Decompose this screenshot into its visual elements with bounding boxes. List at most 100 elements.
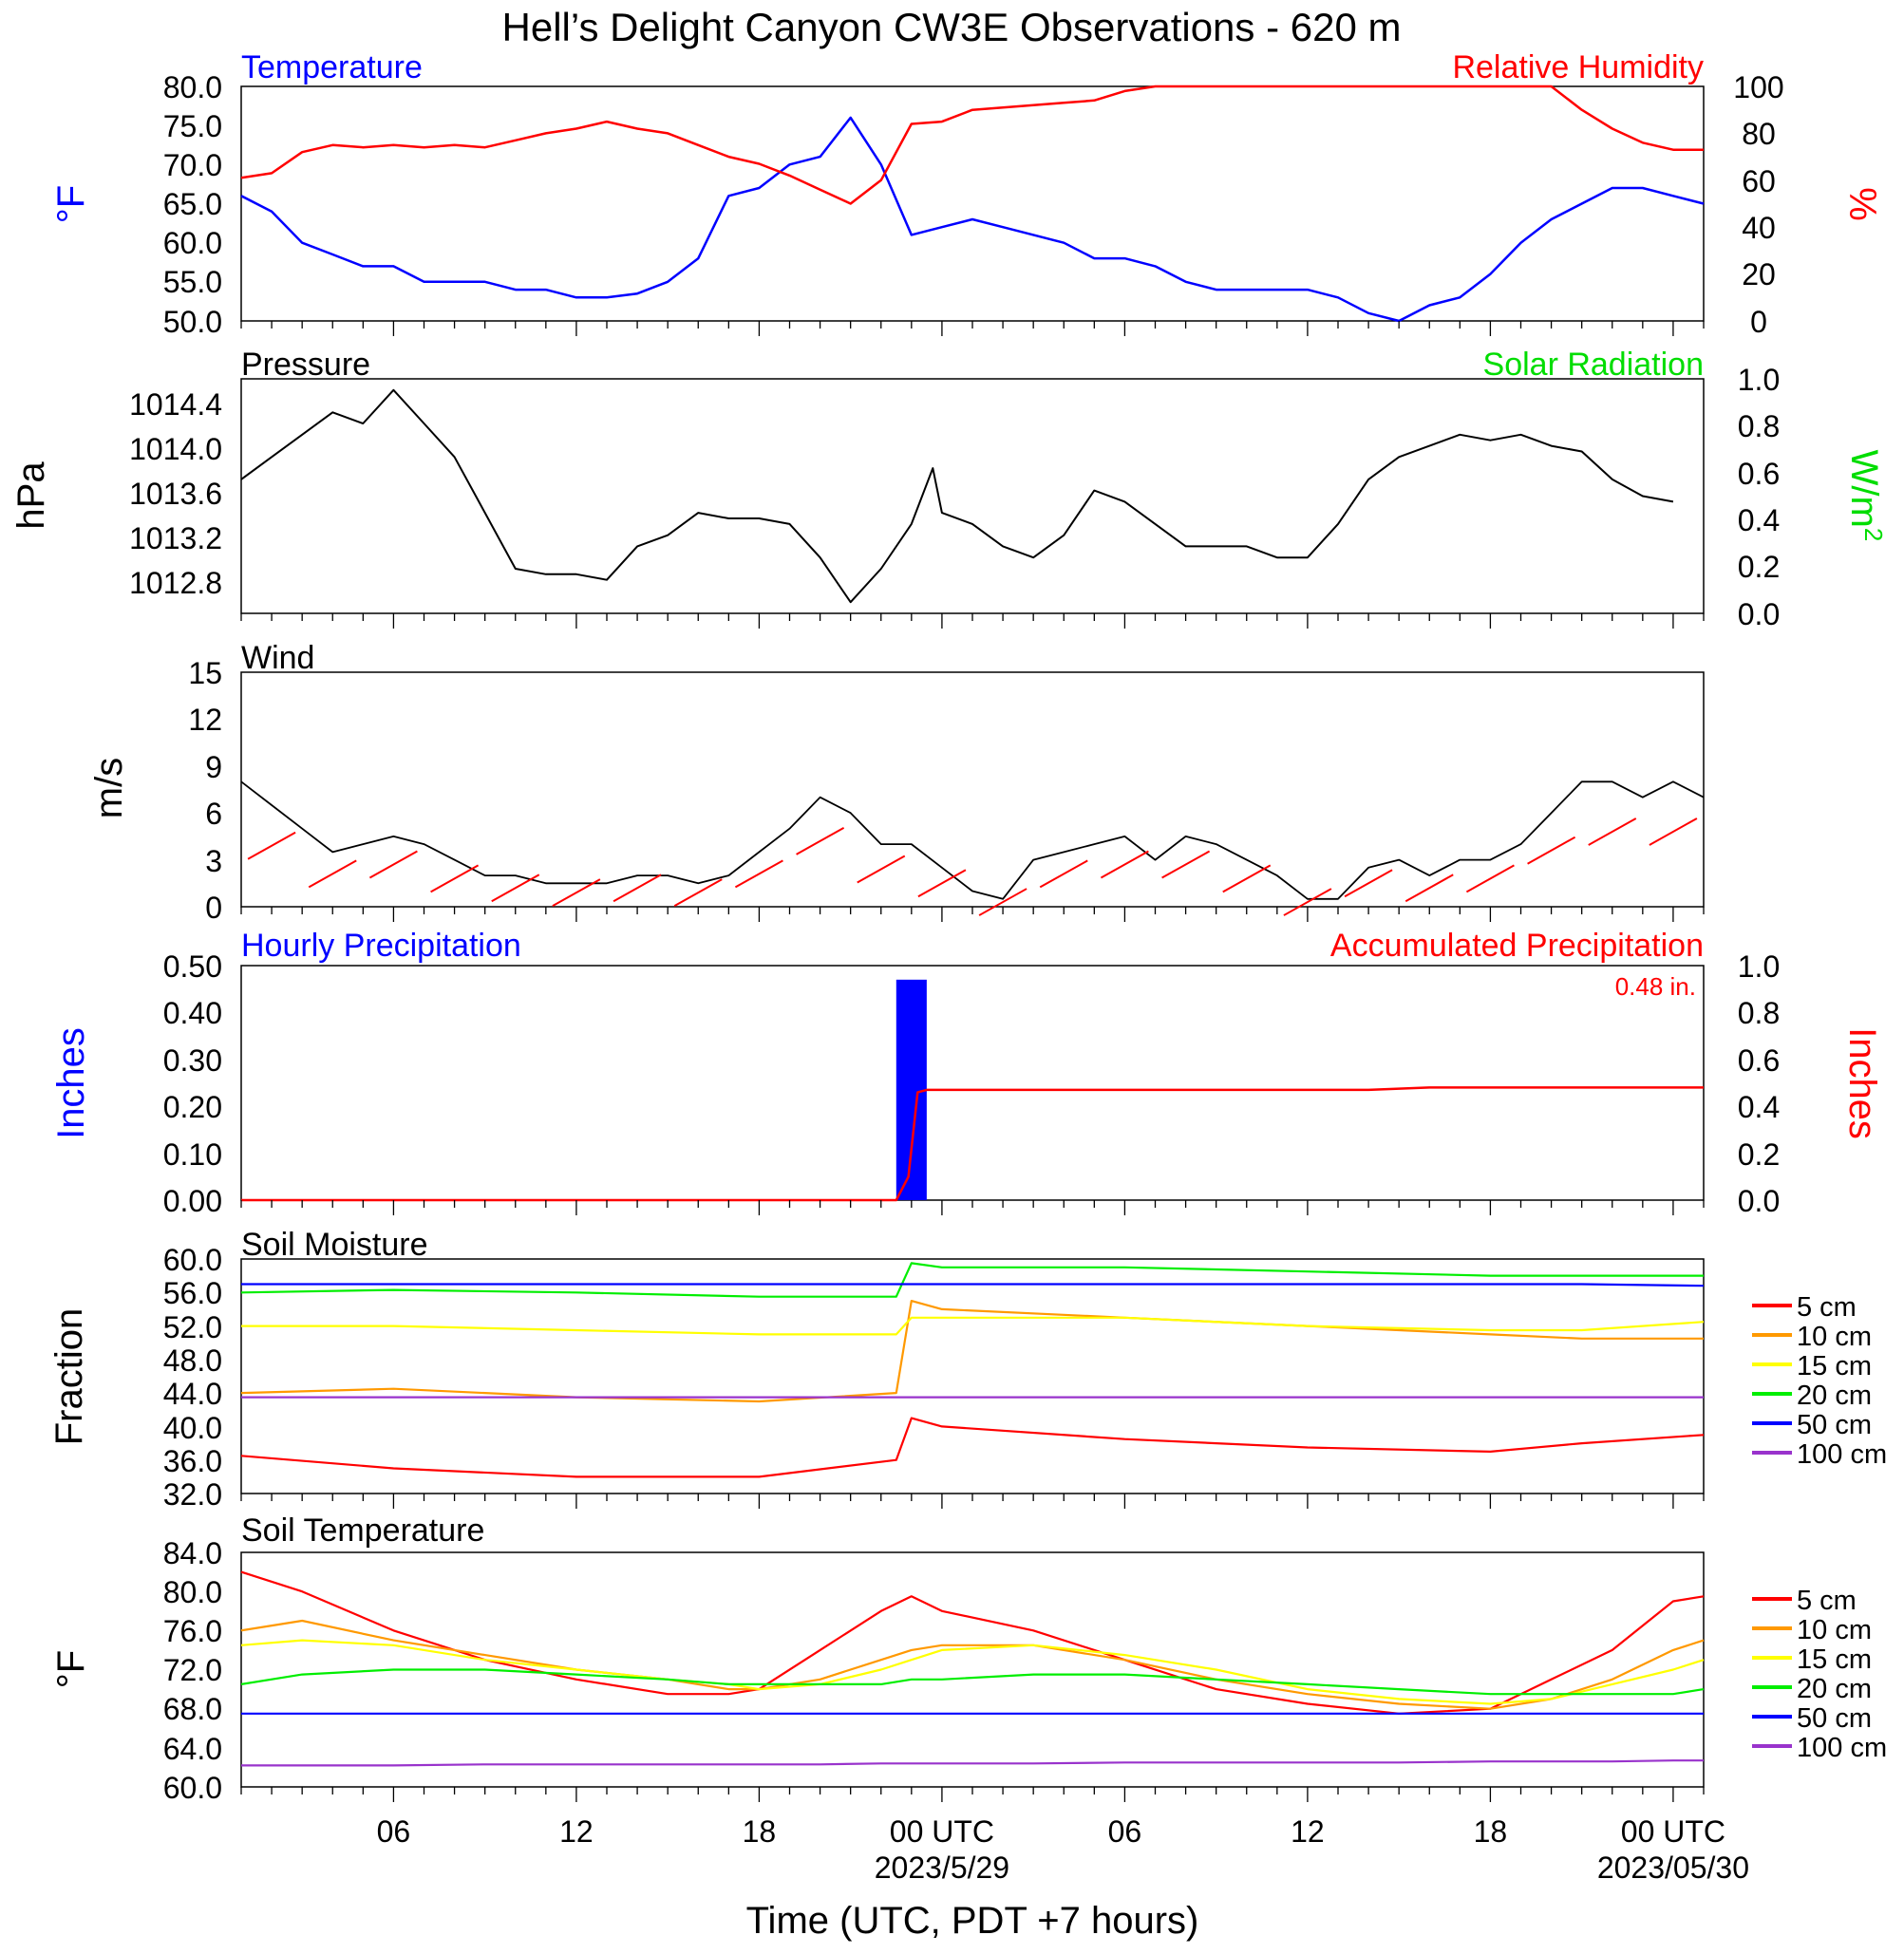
accum-tick-label: 0.0 [1738, 1184, 1780, 1218]
hourly-precip-bar [895, 979, 927, 1200]
wind-barb [1527, 836, 1576, 865]
accum-axis-title: Inches [1841, 1027, 1883, 1139]
temp-axis-title: °F [50, 185, 92, 223]
legend-label: 5 cm [1797, 1586, 1857, 1616]
soil-temp-tick-label: 68.0 [163, 1692, 222, 1726]
wind-barb [1283, 888, 1332, 916]
wind-barb [978, 888, 1027, 916]
wind-lines [240, 780, 1705, 916]
soil-moisture-legend: 5 cm 10 cm 15 cm 20 cm 50 cm 100 cm [1752, 1292, 1887, 1470]
solar-tick-label: 0.2 [1738, 550, 1780, 584]
wind-tick-label: 12 [188, 703, 222, 737]
wind-barb [796, 826, 845, 855]
wind-barb [1588, 817, 1637, 846]
soil-moisture-tick-label: 44.0 [163, 1377, 222, 1411]
solar-tick-label: 0.0 [1738, 597, 1780, 631]
wind-barb [1344, 869, 1393, 898]
wind-tick-label: 9 [205, 750, 222, 784]
soil-temp-100cm-line [241, 1759, 1704, 1767]
x-tick-label: 12 [559, 1814, 594, 1849]
legend-label: 15 cm [1797, 1644, 1872, 1675]
x-date-label: 2023/05/30 [1597, 1851, 1749, 1885]
solar-tick-label: 0.4 [1738, 503, 1780, 537]
wind-frame [240, 671, 1705, 908]
rh-tick-label: 0 [1750, 305, 1767, 339]
precip-total: 0.48 in. [1615, 972, 1696, 1001]
x-axis-title: Time (UTC, PDT +7 hours) [746, 1900, 1199, 1942]
x-tick-label: 06 [377, 1814, 411, 1849]
wind-barb [247, 831, 296, 860]
wind-barb [491, 874, 540, 903]
soil-temp-5cm-line [240, 1570, 1705, 1715]
wind-panel: Wind m/s 15 12 9 6 3 0 [88, 640, 1705, 925]
rh-ticks: 100 80 60 40 20 0 [1733, 70, 1783, 339]
soil-moisture-lines [240, 1262, 1705, 1478]
hourly-tick-label: 0.10 [163, 1137, 222, 1172]
rh-tick-label: 20 [1742, 257, 1776, 291]
legend-label: 10 cm [1797, 1615, 1872, 1645]
accum-tick-label: 0.8 [1738, 996, 1780, 1030]
rh-axis-title: % [1841, 187, 1883, 221]
hourly-tick-label: 0.20 [163, 1090, 222, 1124]
solar-tick-label: 0.8 [1738, 409, 1780, 443]
soil-moisture-axis-title: Fraction [48, 1308, 90, 1446]
soil-temp-axis-title: °F [50, 1650, 92, 1688]
solar-tick-label: 1.0 [1738, 363, 1780, 397]
accum-ticks: 1.0 0.8 0.6 0.4 0.2 0.0 [1738, 949, 1780, 1218]
accum-precip-line [241, 1086, 1704, 1202]
hourly-tick-label: 0.30 [163, 1043, 222, 1078]
wind-tick-label: 0 [205, 891, 222, 925]
soil-moisture-frame [240, 1258, 1705, 1494]
legend-label: 100 cm [1797, 1439, 1887, 1470]
wind-barb [734, 859, 783, 889]
accum-tick-label: 0.4 [1738, 1090, 1780, 1124]
wind-label: Wind [241, 640, 314, 676]
temperature-label: Temperature [241, 49, 423, 85]
legend-label: 5 cm [1797, 1292, 1857, 1323]
x-tick-label: 00 UTC [890, 1814, 994, 1849]
soil-temp-tick-label: 76.0 [163, 1614, 222, 1648]
wind-barb [430, 864, 480, 893]
solar-axis-sup: 2 [1859, 528, 1888, 541]
soil-temp-lines [240, 1570, 1705, 1767]
soil-temp-tick-label: 72.0 [163, 1653, 222, 1687]
soil-temp-panel: Soil Temperature °F 84.0 80.0 76.0 72.0 … [50, 1512, 1887, 1805]
solar-tick-label: 0.6 [1738, 457, 1780, 491]
legend-label: 20 cm [1797, 1381, 1872, 1411]
temp-tick-label: 60.0 [163, 226, 222, 260]
x-tick-label: 18 [743, 1814, 777, 1849]
wind-barb [613, 874, 662, 903]
wind-axis-title: m/s [88, 758, 130, 818]
soil-temp-20cm-line [240, 1668, 1705, 1696]
wind-barb [917, 869, 967, 898]
soil-temp-10cm-line [240, 1619, 1705, 1710]
pressure-tick-label: 1013.6 [129, 477, 222, 511]
rh-tick-label: 80 [1742, 117, 1776, 151]
pressure-tick-label: 1014.4 [129, 387, 222, 422]
pressure-tick-label: 1014.0 [129, 432, 222, 466]
soil-temp-ticks: 84.0 80.0 76.0 72.0 68.0 64.0 60.0 [163, 1536, 222, 1805]
temp-tick-label: 65.0 [163, 187, 222, 221]
wind-barb [552, 878, 601, 908]
soil-moisture-tick-label: 40.0 [163, 1411, 222, 1445]
precip-frame [240, 965, 1705, 1201]
wind-barb [673, 878, 723, 908]
temp-tick-label: 50.0 [163, 305, 222, 339]
soil-moisture-tick-label: 52.0 [163, 1310, 222, 1344]
wind-ticks: 15 12 9 6 3 0 [188, 656, 222, 925]
soil-temp-legend: 5 cm 10 cm 15 cm 20 cm 50 cm 100 cm [1752, 1586, 1887, 1763]
accum-precip-label: Accumulated Precipitation [1330, 928, 1704, 964]
soil-moisture-15cm-line [241, 1316, 1705, 1336]
humidity-label: Relative Humidity [1452, 49, 1704, 85]
hourly-precip-label: Hourly Precipitation [241, 928, 521, 964]
solar-axis-title: W/m2 [1843, 450, 1888, 542]
legend-label: 100 cm [1797, 1733, 1887, 1763]
soil-moisture-50cm-line [241, 1283, 1705, 1287]
soil-moisture-10cm-line [240, 1300, 1704, 1403]
temp-rh-frame [240, 85, 1705, 322]
temp-tick-label: 55.0 [163, 265, 222, 299]
wind-barb [308, 859, 357, 889]
x-tick-label: 00 UTC [1621, 1814, 1725, 1849]
temp-tick-label: 70.0 [163, 148, 222, 182]
